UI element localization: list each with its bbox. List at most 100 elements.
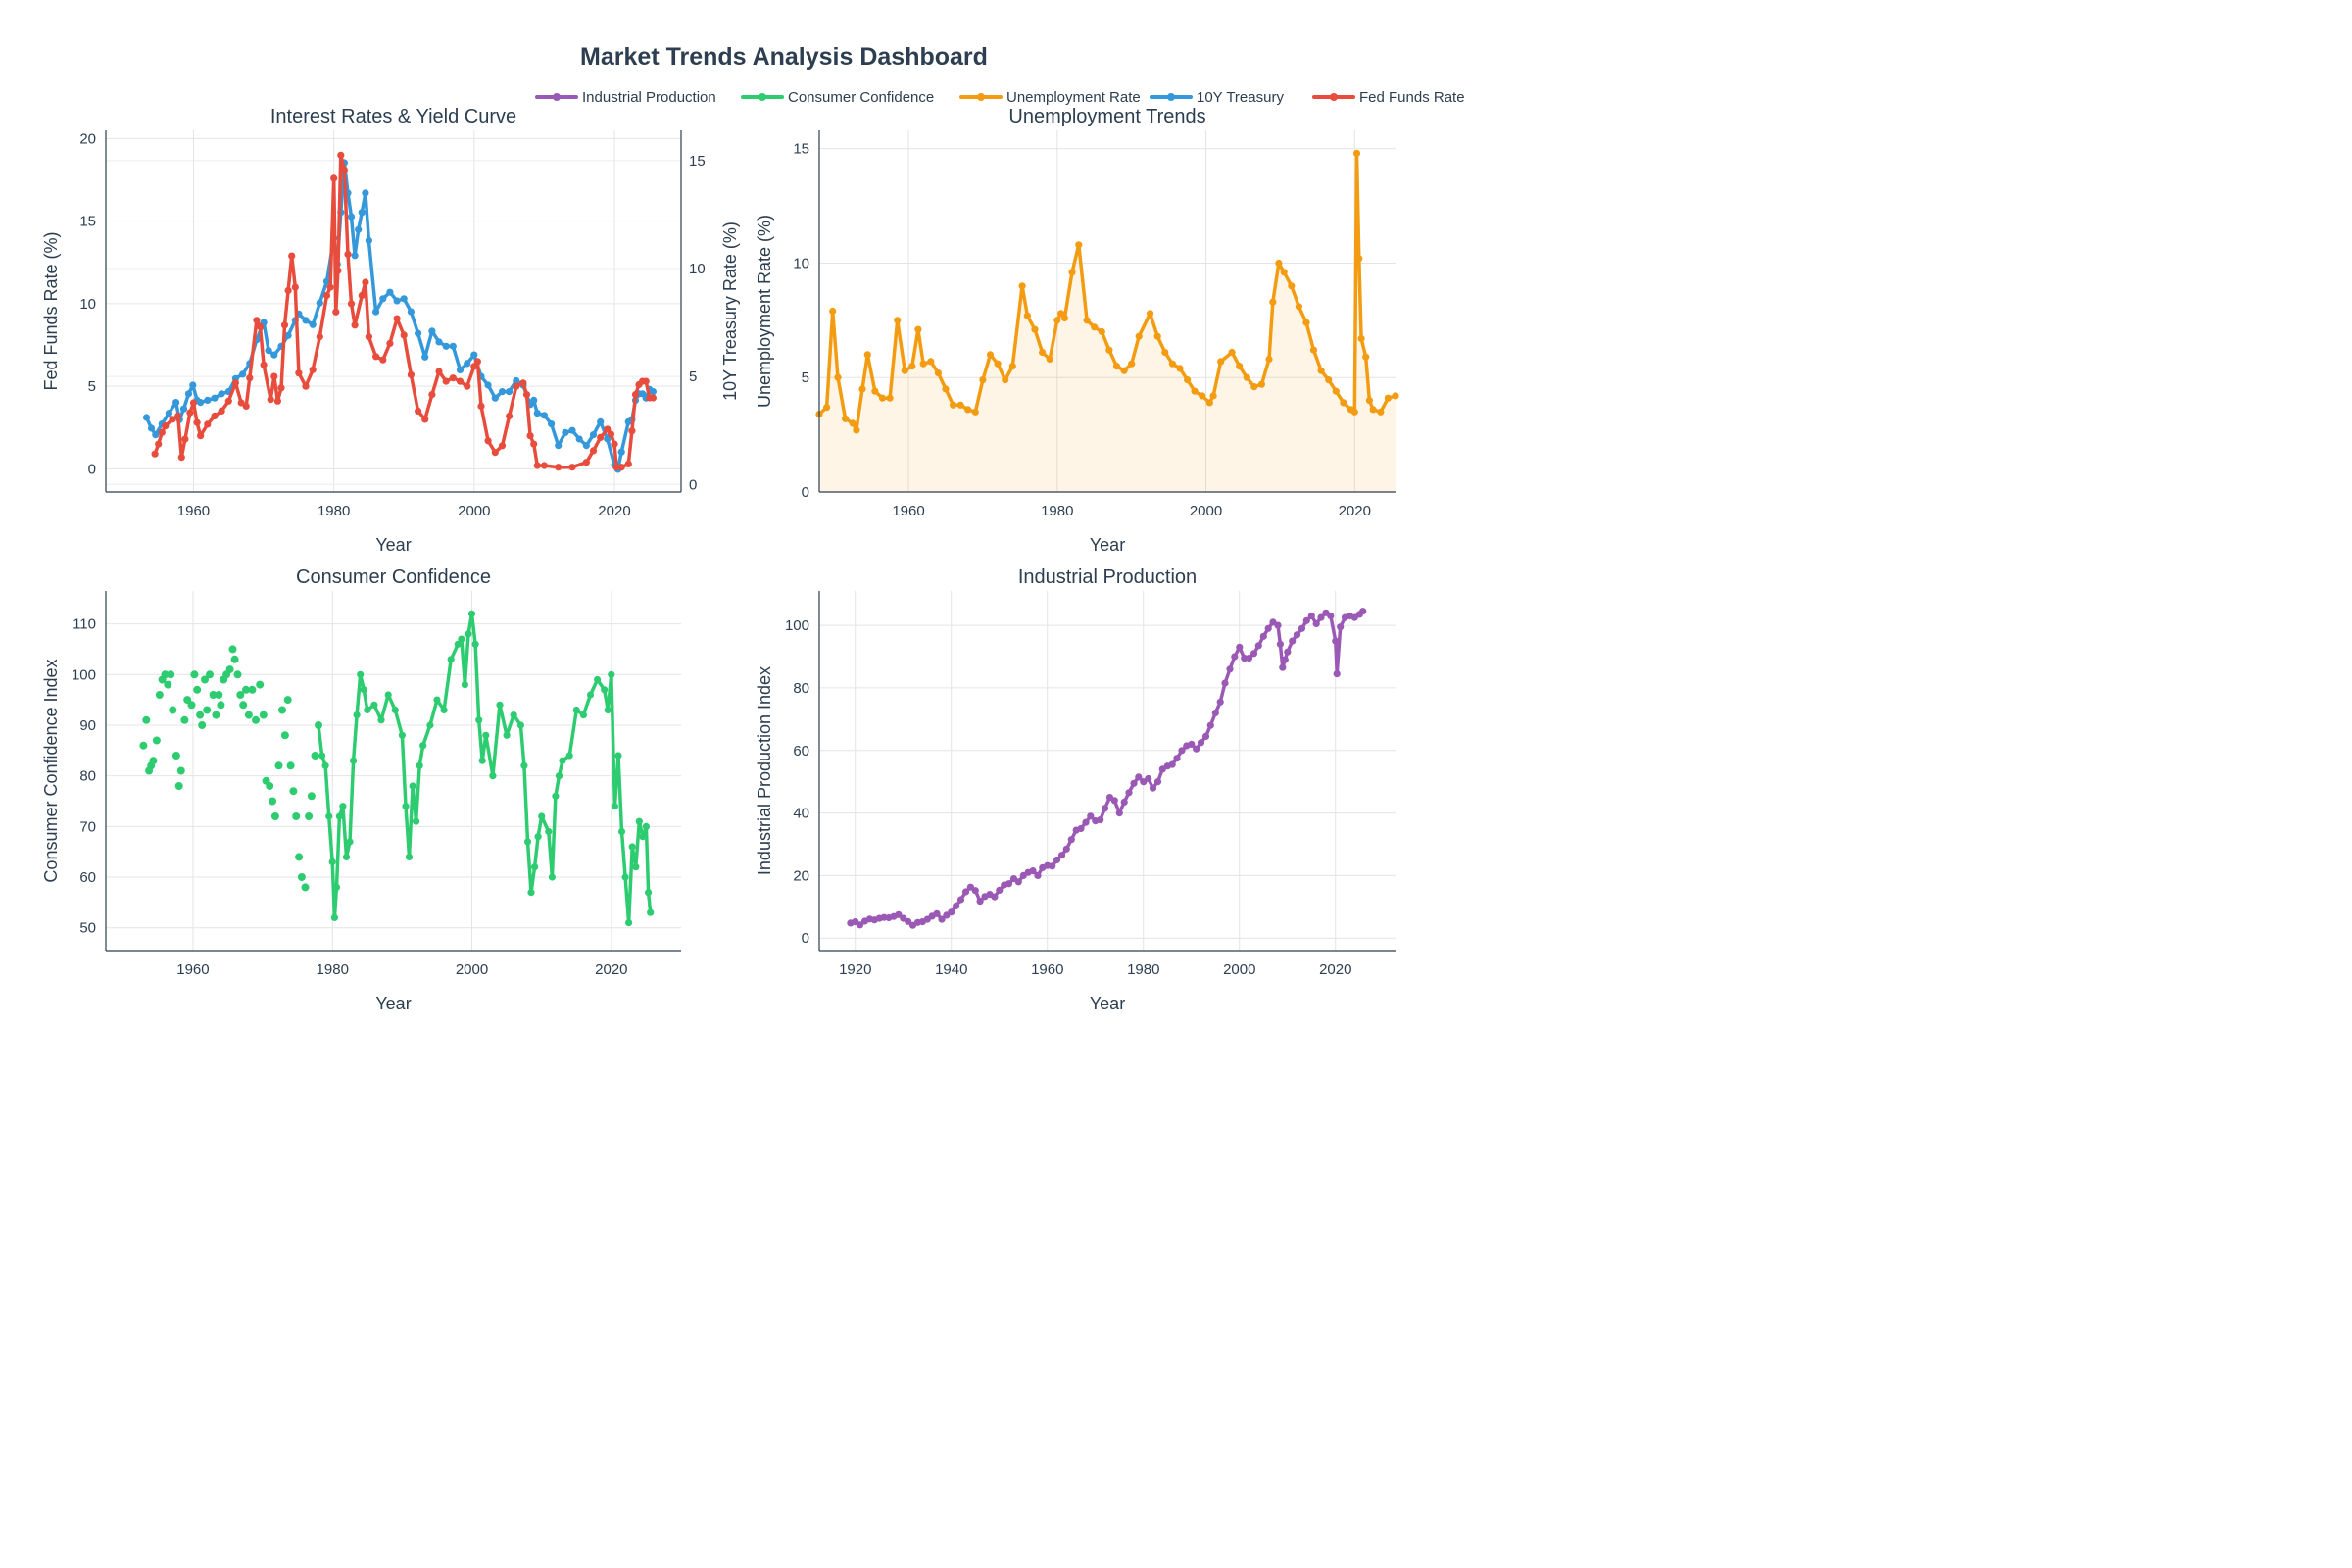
data-point bbox=[1350, 408, 1358, 416]
data-point bbox=[330, 913, 338, 922]
data-point bbox=[244, 710, 253, 719]
series-line bbox=[153, 153, 656, 469]
data-point bbox=[1250, 650, 1258, 658]
data-point bbox=[1029, 867, 1037, 875]
data-point bbox=[1075, 241, 1083, 249]
data-point bbox=[316, 333, 323, 341]
data-point bbox=[1206, 721, 1214, 729]
legend-label: Consumer Confidence bbox=[788, 89, 934, 106]
data-point bbox=[270, 351, 278, 359]
data-point bbox=[611, 440, 618, 448]
data-point bbox=[334, 267, 342, 274]
data-point bbox=[196, 710, 205, 719]
data-point bbox=[1083, 317, 1091, 324]
data-point bbox=[642, 377, 650, 385]
data-point bbox=[311, 752, 319, 760]
data-point bbox=[642, 822, 651, 831]
legend-item[interactable]: Consumer Confidence bbox=[741, 89, 934, 106]
data-point bbox=[1231, 653, 1239, 661]
y-tick-label: 5 bbox=[88, 378, 96, 395]
data-point bbox=[190, 670, 199, 679]
data-point bbox=[1355, 255, 1363, 263]
data-point bbox=[400, 331, 408, 339]
data-point bbox=[555, 442, 563, 450]
data-point bbox=[1178, 747, 1186, 755]
data-point bbox=[225, 665, 234, 674]
x-tick-label: 2020 bbox=[1339, 503, 1371, 519]
data-point bbox=[270, 372, 278, 380]
data-point bbox=[393, 315, 401, 322]
data-point bbox=[645, 889, 653, 897]
data-point bbox=[1008, 363, 1016, 370]
data-point bbox=[1201, 732, 1210, 741]
data-point bbox=[1130, 779, 1138, 787]
data-point bbox=[498, 442, 507, 450]
data-point bbox=[503, 731, 511, 739]
data-point bbox=[360, 686, 368, 694]
data-point bbox=[530, 396, 538, 404]
data-point bbox=[164, 680, 172, 689]
data-point bbox=[415, 407, 422, 415]
series-10y-treasury bbox=[142, 159, 658, 473]
data-point bbox=[1060, 314, 1068, 322]
data-point bbox=[1068, 269, 1076, 276]
data-point bbox=[1309, 346, 1318, 354]
data-point bbox=[1168, 760, 1176, 768]
data-point bbox=[415, 329, 422, 337]
x-tick-label: 2000 bbox=[458, 503, 490, 519]
data-point bbox=[339, 803, 347, 810]
y-tick-label: 15 bbox=[793, 141, 809, 158]
data-point bbox=[1228, 348, 1236, 357]
data-point bbox=[142, 414, 151, 421]
data-point bbox=[1276, 640, 1284, 648]
data-point bbox=[1269, 298, 1277, 306]
legend-item[interactable]: Unemployment Rate bbox=[959, 89, 1141, 106]
data-point bbox=[531, 863, 539, 871]
data-point bbox=[938, 915, 946, 923]
data-point bbox=[211, 412, 219, 420]
data-point bbox=[155, 440, 163, 448]
y2-tick-label: 10 bbox=[689, 261, 706, 277]
data-point bbox=[280, 731, 289, 740]
data-point bbox=[950, 401, 957, 409]
data-point bbox=[568, 464, 576, 471]
data-point bbox=[1062, 845, 1070, 853]
x-tick-label: 1980 bbox=[318, 503, 350, 519]
data-point bbox=[139, 741, 148, 750]
legend-item[interactable]: Industrial Production bbox=[535, 89, 716, 106]
x-axis-title: Year bbox=[375, 994, 411, 1013]
data-point bbox=[365, 236, 372, 244]
data-point bbox=[1125, 789, 1133, 797]
legend-item[interactable]: 10Y Treasury bbox=[1150, 89, 1284, 106]
legend-item[interactable]: Fed Funds Rate bbox=[1312, 89, 1465, 106]
data-point bbox=[209, 691, 218, 699]
data-point bbox=[611, 803, 619, 810]
data-point bbox=[1098, 327, 1105, 336]
data-point bbox=[991, 893, 999, 901]
x-tick-label: 2000 bbox=[1190, 503, 1222, 519]
data-point bbox=[548, 420, 556, 428]
y-tick-label: 10 bbox=[79, 296, 96, 313]
data-point bbox=[565, 752, 573, 760]
data-point bbox=[458, 635, 466, 643]
data-point bbox=[498, 388, 507, 396]
data-point bbox=[358, 209, 366, 217]
data-point bbox=[342, 853, 351, 861]
data-point bbox=[823, 404, 831, 412]
x-tick-label: 1960 bbox=[177, 503, 210, 519]
data-point bbox=[1259, 632, 1267, 640]
data-point bbox=[491, 394, 499, 402]
data-point bbox=[927, 358, 935, 366]
series-line bbox=[817, 151, 1397, 432]
data-point bbox=[266, 782, 274, 790]
data-point bbox=[513, 382, 520, 390]
data-point bbox=[632, 863, 640, 871]
data-point bbox=[552, 792, 560, 800]
data-point bbox=[212, 710, 220, 719]
data-point bbox=[579, 711, 588, 719]
data-point bbox=[516, 721, 525, 729]
data-point bbox=[278, 706, 286, 714]
data-point bbox=[151, 450, 159, 458]
data-point bbox=[365, 333, 372, 341]
data-point bbox=[953, 902, 960, 910]
